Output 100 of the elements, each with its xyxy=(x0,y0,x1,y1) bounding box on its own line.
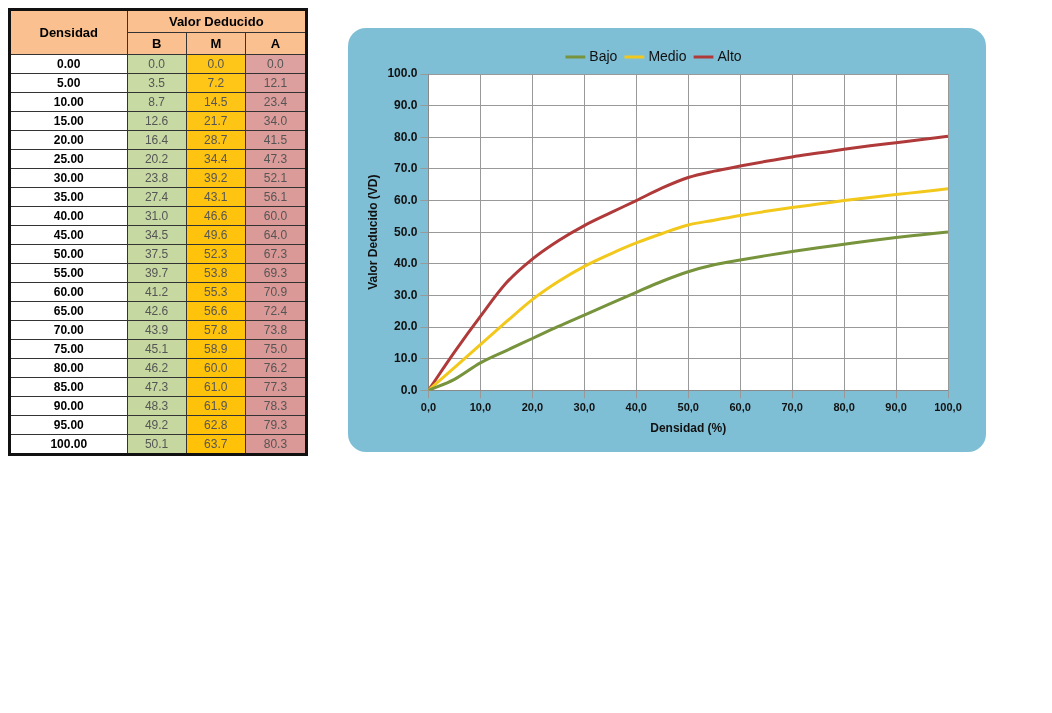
data-label: 60.0 xyxy=(186,358,246,378)
y-tick-label: 20.0 xyxy=(394,319,418,334)
data-label: 61.0 xyxy=(186,377,246,397)
y-tick-label: 50.0 xyxy=(394,224,418,239)
data-label: 34.5 xyxy=(127,225,187,245)
data-label: 0.0 xyxy=(186,54,246,74)
x-tick-label: 40,0 xyxy=(625,401,647,414)
y-axis-title: Densidad xyxy=(9,9,128,55)
x-tick-label: B xyxy=(127,32,187,55)
y-tick-label: 40.0 xyxy=(394,256,418,271)
data-label: 43.9 xyxy=(127,320,187,340)
data-label: 28.7 xyxy=(186,130,246,150)
y-tick-label: 85.00 xyxy=(9,377,128,397)
data-label: 21.7 xyxy=(186,111,246,131)
data-label: 63.7 xyxy=(186,434,246,455)
data-label: 56.6 xyxy=(186,301,246,321)
x-axis-title: Densidad (%) xyxy=(650,421,727,436)
legend-label: Alto xyxy=(717,47,742,64)
x-tick-label: 10,0 xyxy=(469,401,492,414)
data-label: 70.9 xyxy=(245,282,307,302)
x-tick-label: A xyxy=(245,32,307,55)
data-label: 73.8 xyxy=(245,320,307,340)
y-tick-label: 60.00 xyxy=(9,282,128,302)
y-tick-label: 80.00 xyxy=(9,358,128,378)
y-tick-label: 60.0 xyxy=(394,192,418,207)
legend-label: Bajo xyxy=(589,47,618,64)
data-label: 27.4 xyxy=(127,187,187,207)
data-label: 34.0 xyxy=(245,111,307,131)
y-tick-label: 10.0 xyxy=(394,351,418,366)
data-label: 23.4 xyxy=(245,92,307,112)
data-label: 14.5 xyxy=(186,92,246,112)
y-tick-label: 70.00 xyxy=(9,320,128,340)
y-tick-label: 30.0 xyxy=(394,287,418,302)
data-label: 49.6 xyxy=(186,225,246,245)
data-label: 53.8 xyxy=(186,263,246,283)
x-tick-label: 0,0 xyxy=(420,401,437,414)
data-label: 67.3 xyxy=(245,244,307,264)
data-label: 12.6 xyxy=(127,111,187,131)
data-label: 72.4 xyxy=(245,301,307,321)
data-label: 41.5 xyxy=(245,130,307,150)
y-tick-label: 65.00 xyxy=(9,301,128,321)
y-tick-label: 75.00 xyxy=(9,339,128,359)
data-label: 3.5 xyxy=(127,73,187,93)
data-label: 20.2 xyxy=(127,149,187,169)
data-label: 47.3 xyxy=(127,377,187,397)
x-tick-label: 70,0 xyxy=(781,401,803,414)
data-label: 49.2 xyxy=(127,415,187,435)
data-label: 60.0 xyxy=(245,206,307,226)
y-tick-label: 15.00 xyxy=(9,111,128,131)
x-tick-label: 80,0 xyxy=(833,401,855,414)
y-tick-label: 70.0 xyxy=(394,161,418,176)
data-label: 8.7 xyxy=(127,92,187,112)
data-label: 31.0 xyxy=(127,206,187,226)
data-label: 0.0 xyxy=(245,54,307,74)
data-label: 64.0 xyxy=(245,225,307,245)
legend-label: Medio xyxy=(648,47,687,64)
data-label: 12.1 xyxy=(245,73,307,93)
data-label: 77.3 xyxy=(245,377,307,397)
data-label: 41.2 xyxy=(127,282,187,302)
x-tick-label: M xyxy=(186,32,246,55)
data-label: 69.3 xyxy=(245,263,307,283)
data-label: 79.3 xyxy=(245,415,307,435)
y-tick-label: 25.00 xyxy=(9,149,128,169)
data-label: 45.1 xyxy=(127,339,187,359)
chart-title: Valor Deducido xyxy=(127,9,307,33)
data-label: 37.5 xyxy=(127,244,187,264)
data-label: 80.3 xyxy=(245,434,307,455)
y-tick-label: 40.00 xyxy=(9,206,128,226)
data-label: 0.0 xyxy=(127,54,187,74)
data-label: 39.2 xyxy=(186,168,246,188)
data-label: 48.3 xyxy=(127,396,187,416)
y-tick-label: 80.0 xyxy=(394,129,418,144)
data-label: 16.4 xyxy=(127,130,187,150)
data-label: 58.9 xyxy=(186,339,246,359)
data-label: 42.6 xyxy=(127,301,187,321)
x-tick-label: 50,0 xyxy=(677,401,699,414)
data-label: 50.1 xyxy=(127,434,187,455)
x-tick-label: 30,0 xyxy=(573,401,596,414)
data-label: 78.3 xyxy=(245,396,307,416)
data-label: 62.8 xyxy=(186,415,246,435)
data-label: 46.2 xyxy=(127,358,187,378)
data-label: 76.2 xyxy=(245,358,307,378)
data-label: 55.3 xyxy=(186,282,246,302)
y-tick-label: 5.00 xyxy=(9,73,128,93)
y-tick-label: 30.00 xyxy=(9,168,128,188)
data-label: 57.8 xyxy=(186,320,246,340)
y-tick-label: 90.00 xyxy=(9,396,128,416)
data-label: 39.7 xyxy=(127,263,187,283)
x-tick-label: 20,0 xyxy=(521,401,544,414)
y-axis-title: Valor Deducido (VD) xyxy=(365,174,380,290)
data-label: 56.1 xyxy=(245,187,307,207)
data-label: 75.0 xyxy=(245,339,307,359)
y-tick-label: 100.0 xyxy=(387,66,418,81)
x-tick-label: 60,0 xyxy=(729,401,751,414)
data-label: 34.4 xyxy=(186,149,246,169)
data-label: 23.8 xyxy=(127,168,187,188)
y-tick-label: 10.00 xyxy=(9,92,128,112)
y-tick-label: 0.00 xyxy=(9,54,128,74)
y-tick-label: 55.00 xyxy=(9,263,128,283)
data-label: 52.3 xyxy=(186,244,246,264)
